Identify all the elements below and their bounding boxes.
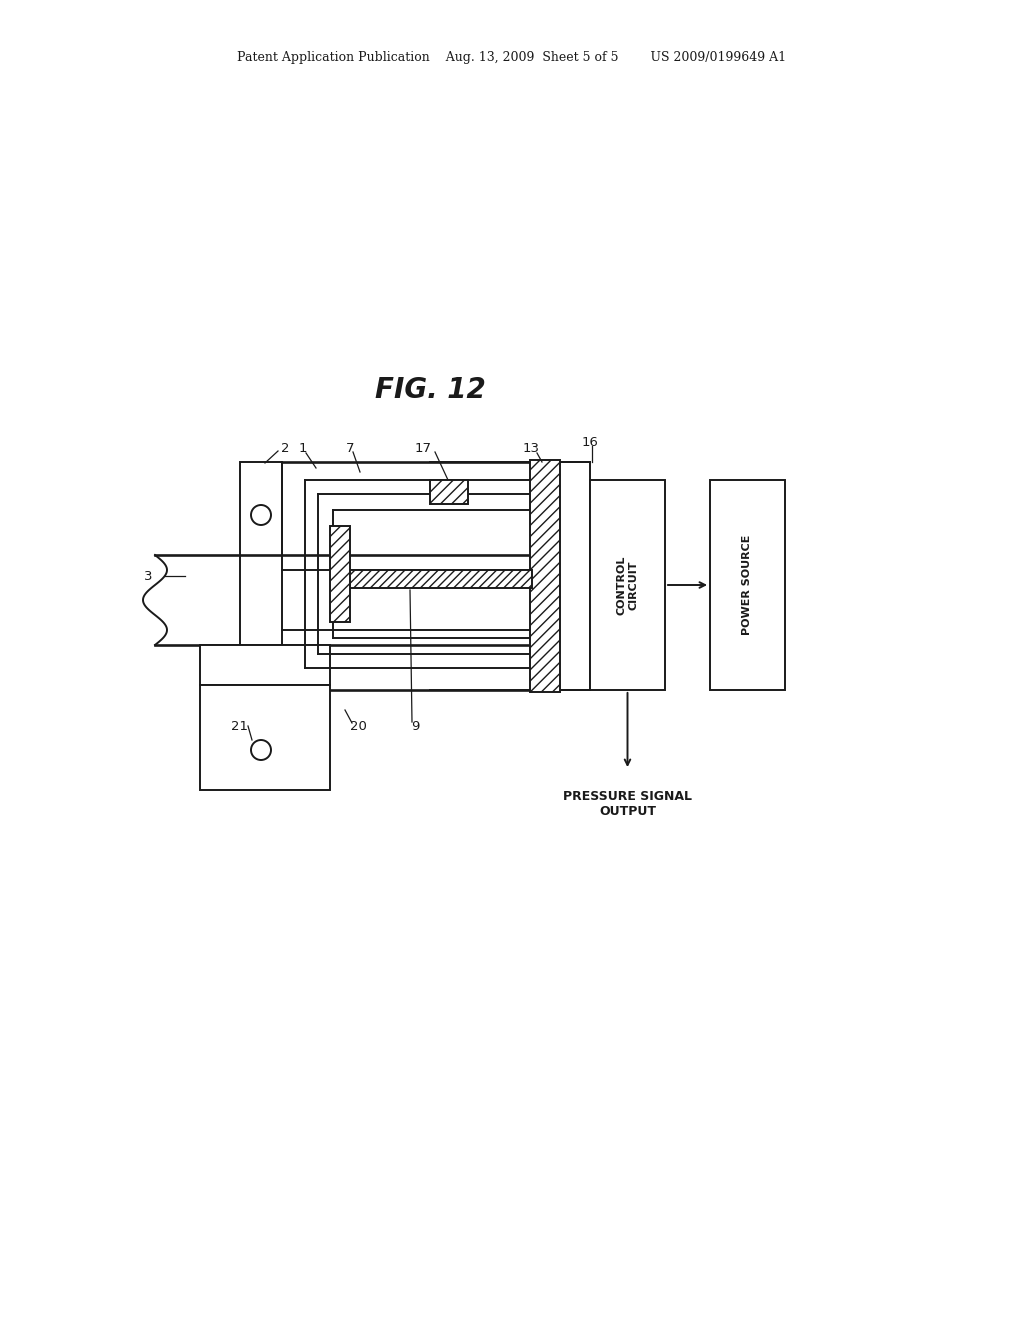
Bar	[430, 480, 468, 504]
Bar	[330, 525, 350, 622]
Text: 9: 9	[411, 719, 419, 733]
Bar	[200, 645, 330, 685]
Bar	[590, 480, 665, 690]
Text: Patent Application Publication    Aug. 13, 2009  Sheet 5 of 5        US 2009/019: Patent Application Publication Aug. 13, …	[238, 51, 786, 65]
Text: CONTROL
CIRCUIT: CONTROL CIRCUIT	[616, 556, 638, 615]
Bar	[333, 570, 532, 587]
Bar	[710, 480, 785, 690]
Text: 17: 17	[415, 441, 431, 454]
Text: 16: 16	[582, 436, 598, 449]
Bar	[200, 685, 330, 789]
Text: 2: 2	[281, 441, 289, 454]
Text: 20: 20	[349, 719, 367, 733]
Text: FIG. 12: FIG. 12	[375, 376, 485, 404]
Text: POWER SOURCE: POWER SOURCE	[742, 535, 753, 635]
Text: 3: 3	[143, 569, 153, 582]
Bar	[530, 459, 560, 692]
Text: 21: 21	[231, 719, 249, 733]
Text: 7: 7	[346, 441, 354, 454]
Bar	[240, 462, 282, 685]
Circle shape	[251, 506, 271, 525]
Text: 1: 1	[299, 441, 307, 454]
Circle shape	[251, 741, 271, 760]
Text: 13: 13	[522, 441, 540, 454]
Text: PRESSURE SIGNAL
OUTPUT: PRESSURE SIGNAL OUTPUT	[563, 789, 692, 818]
